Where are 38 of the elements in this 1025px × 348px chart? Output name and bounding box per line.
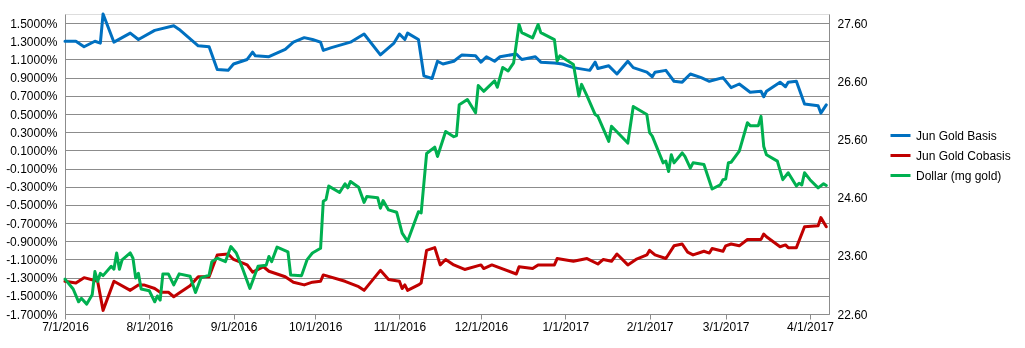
line-series xyxy=(63,22,828,306)
y-tick-label: -0.3000% xyxy=(6,180,58,195)
y2-tick-label: 24.60 xyxy=(837,191,868,206)
x-tick-label: 2/1/2017 xyxy=(626,319,674,334)
legend-label: Jun Gold Basis xyxy=(916,128,997,143)
y-tick-label: 1.5000% xyxy=(10,16,58,31)
y-tick-label: -0.7000% xyxy=(6,216,58,231)
x-tick-label: 1/1/2017 xyxy=(542,319,590,334)
y2-tick-label: 26.60 xyxy=(837,74,868,89)
y-tick-label: -1.1000% xyxy=(6,252,58,267)
x-tick-label: 10/1/2016 xyxy=(288,319,343,334)
x-tick-label: 12/1/2016 xyxy=(454,319,509,334)
y-tick-label: 0.3000% xyxy=(10,125,58,140)
line-series xyxy=(63,12,828,115)
y2-tick-label: 22.60 xyxy=(837,307,868,322)
y-tick-label: -1.5000% xyxy=(6,289,58,304)
y-tick-label: -1.7000% xyxy=(6,307,58,322)
x-tick-label: 4/1/2017 xyxy=(787,319,835,334)
y-tick-label: 0.1000% xyxy=(10,143,58,158)
y-tick-label: -0.1000% xyxy=(6,162,58,177)
y-tick-label: -0.5000% xyxy=(6,198,58,213)
y-tick-label: -1.3000% xyxy=(6,271,58,286)
y-tick-label: 1.3000% xyxy=(10,34,58,49)
y2-tick-label: 27.60 xyxy=(837,16,868,31)
legend-label: Dollar (mg gold) xyxy=(916,168,1002,183)
y-tick-label: 1.1000% xyxy=(10,52,58,67)
x-tick-label: 11/1/2016 xyxy=(373,319,427,334)
x-tick-label: 3/1/2017 xyxy=(702,319,750,334)
y-tick-label: 0.7000% xyxy=(10,89,58,104)
y-tick-label: 0.5000% xyxy=(10,107,58,122)
y2-tick-label: 23.60 xyxy=(837,249,868,264)
legend-label: Jun Gold Cobasis xyxy=(916,148,1011,163)
y2-tick-label: 25.60 xyxy=(837,133,868,148)
y-tick-label: 0.9000% xyxy=(10,71,58,86)
x-tick-label: 7/1/2016 xyxy=(42,319,90,334)
x-tick-label: 9/1/2016 xyxy=(210,319,258,334)
x-tick-label: 8/1/2016 xyxy=(126,319,174,334)
y-tick-label: -0.9000% xyxy=(6,234,58,249)
